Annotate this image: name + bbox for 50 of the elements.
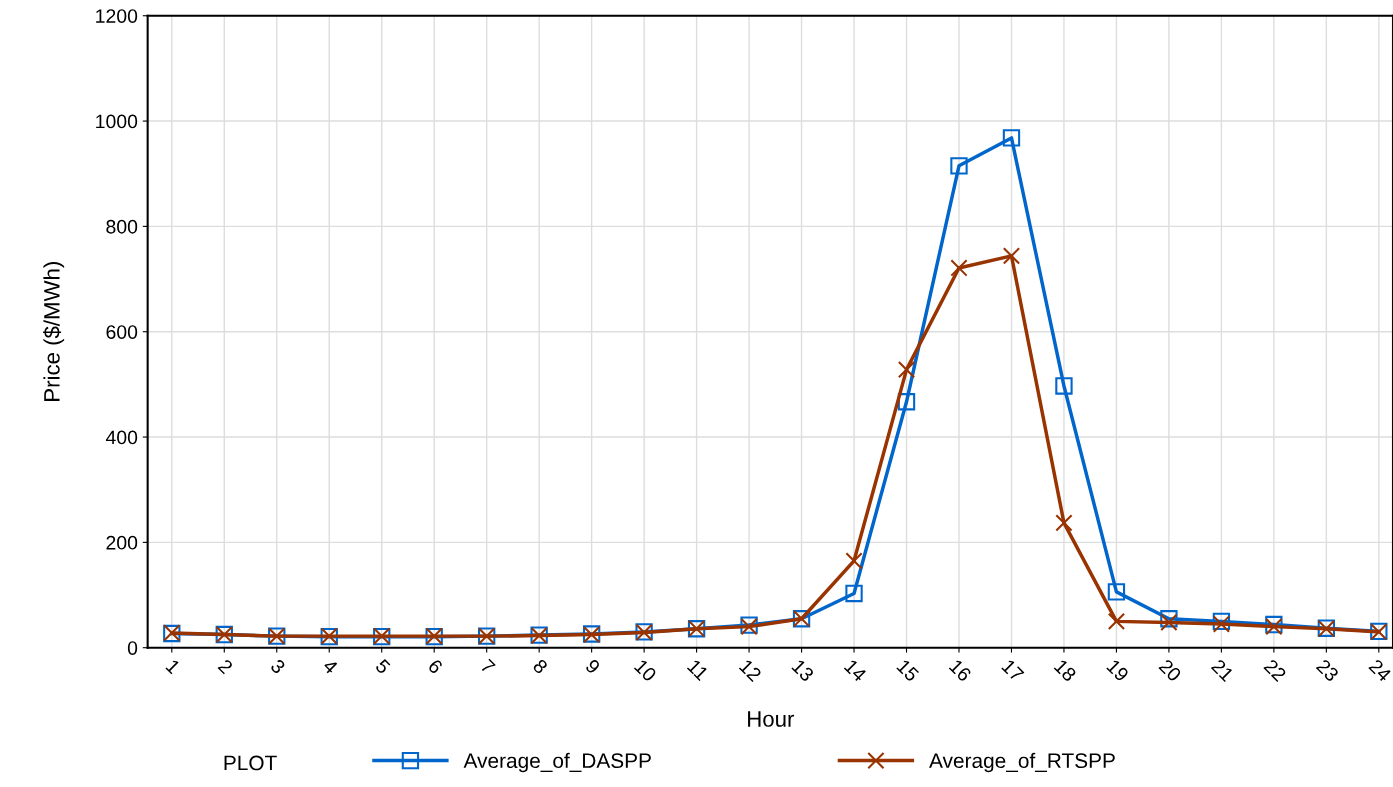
x-tick-label: 8 xyxy=(532,658,549,675)
point xyxy=(1107,583,1126,601)
x-tick-label: 18 xyxy=(1053,658,1078,683)
y-tick-label: 1000 xyxy=(96,114,138,129)
x-tick-label: 11 xyxy=(686,658,709,681)
point xyxy=(845,552,863,570)
legend-title: PLOT xyxy=(224,755,277,771)
x-tick-label: 24 xyxy=(1368,658,1393,683)
x-tick-label: 16 xyxy=(948,658,973,683)
point xyxy=(950,259,968,277)
point xyxy=(950,157,968,175)
x-tick-label: 20 xyxy=(1158,658,1183,683)
x-tick-label: 1 xyxy=(165,658,181,675)
y-tick-label: 0 xyxy=(127,641,138,655)
x-tick-label: 12 xyxy=(738,658,763,682)
x-tick-label: 15 xyxy=(896,658,920,683)
x-tick-label: 22 xyxy=(1263,658,1287,682)
x-tick-label: 2 xyxy=(217,658,234,675)
x-tick-label: 6 xyxy=(427,658,444,675)
point xyxy=(1107,612,1126,631)
x-tick-label: 4 xyxy=(322,658,339,675)
x-tick-label: 9 xyxy=(584,658,601,675)
x-tick-label: 23 xyxy=(1315,658,1340,683)
x-tick-label: 7 xyxy=(480,658,496,675)
point xyxy=(1160,610,1178,628)
x-tick-label: 10 xyxy=(633,658,658,683)
point xyxy=(845,584,863,603)
x-axis-title: Hour xyxy=(748,711,795,727)
y-tick-label: 600 xyxy=(106,325,138,339)
legend-label: Average_of_RTSPP xyxy=(929,752,1115,773)
point xyxy=(897,393,916,411)
y-tick-label: 1200 xyxy=(96,9,138,23)
point xyxy=(1002,247,1021,265)
x-tick-label: 19 xyxy=(1106,658,1130,683)
x-tick-label: 17 xyxy=(1001,658,1025,682)
legend-label: Average_of_DASPP xyxy=(463,752,651,773)
point xyxy=(1055,377,1073,395)
x-tick-label: 5 xyxy=(374,658,391,675)
point xyxy=(1055,514,1073,532)
x-tick-label: 21 xyxy=(1210,658,1235,683)
y-axis-title: Price ($/MWh) xyxy=(43,262,65,401)
x-tick-label: 14 xyxy=(843,658,868,683)
x-tick-label: 13 xyxy=(791,658,815,683)
point xyxy=(1002,129,1021,147)
y-tick-label: 800 xyxy=(106,219,138,234)
y-tick-label: 400 xyxy=(105,430,138,445)
point xyxy=(1160,613,1178,632)
x-tick-label: 3 xyxy=(269,658,287,675)
point xyxy=(897,360,916,379)
y-tick-label: 200 xyxy=(106,535,138,550)
